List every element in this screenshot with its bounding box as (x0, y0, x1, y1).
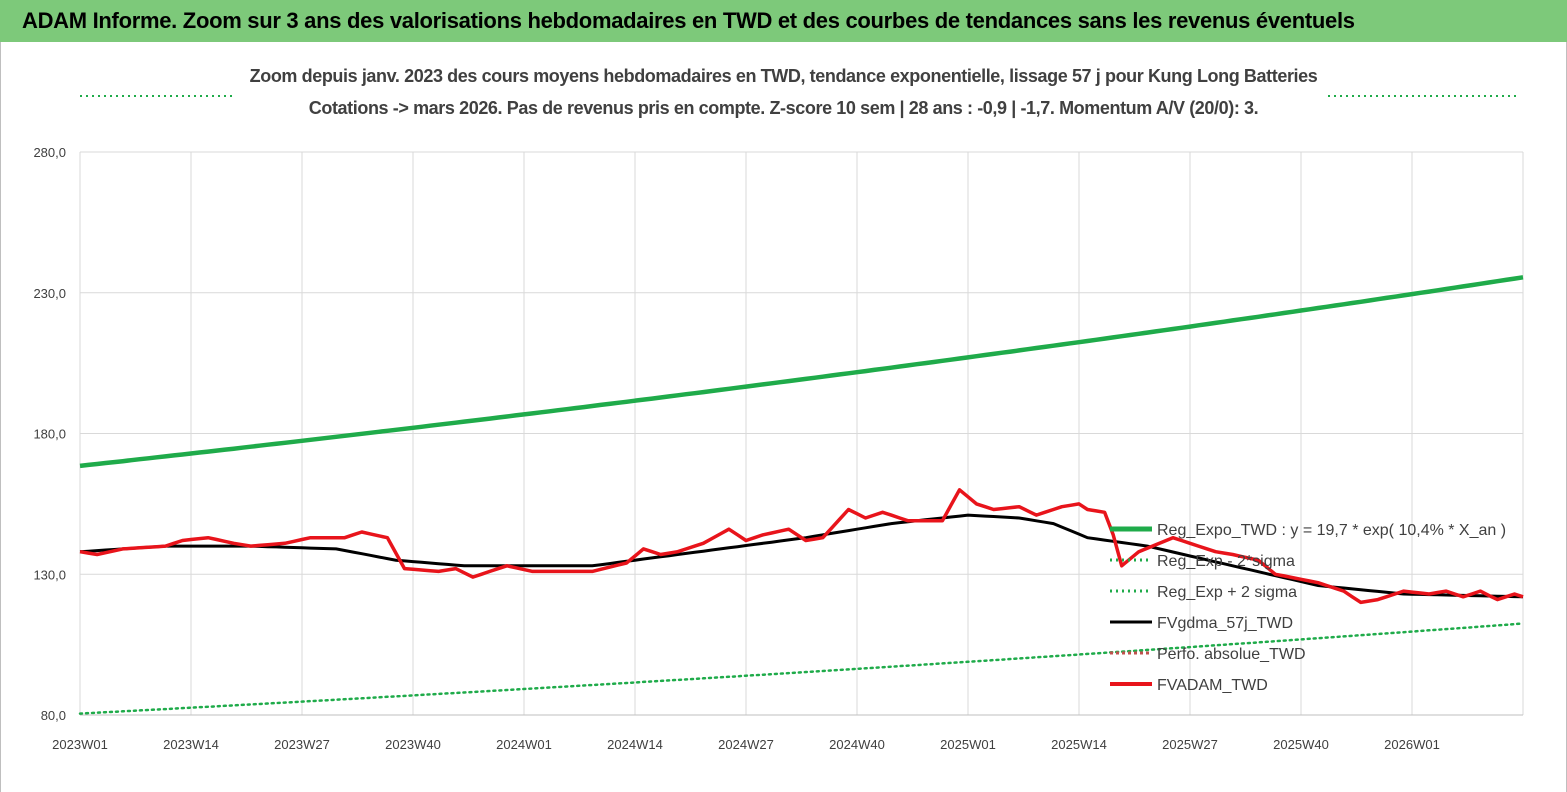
y-tick-label: 180,0 (33, 427, 66, 442)
legend-label: Perfo. absolue_TWD (1157, 646, 1306, 663)
legend-label: FVgdma_57j_TWD (1157, 615, 1293, 632)
x-tick-label: 2023W27 (274, 737, 330, 752)
series-line-reg-expo (79, 275, 1524, 469)
x-tick-label: 2025W40 (1273, 737, 1329, 752)
y-tick-label: 230,0 (33, 286, 66, 301)
report-banner: ADAM Informe. Zoom sur 3 ans des valoris… (0, 0, 1567, 42)
chart-title-line-2: Cotations -> mars 2026. Pas de revenus p… (308, 98, 1259, 118)
y-tick-label: 280,0 (33, 145, 66, 160)
legend-label: FVADAM_TWD (1157, 677, 1268, 694)
y-tick-label: 80,0 (41, 708, 66, 723)
x-tick-label: 2024W14 (607, 737, 663, 752)
legend-label: Reg_Exp + 2 sigma (1157, 584, 1297, 601)
legend-label: Reg_Expo_TWD : y = 19,7 * exp( 10,4% * X… (1157, 522, 1506, 539)
x-tick-label: 2023W14 (163, 737, 219, 752)
series-line-reg-exp-sigma (78, 622, 1525, 715)
x-tick-label: 2024W01 (496, 737, 552, 752)
chart-title-line-1: Zoom depuis janv. 2023 des cours moyens … (249, 66, 1318, 86)
x-tick-label: 2023W01 (52, 737, 108, 752)
x-tick-label: 2024W40 (829, 737, 885, 752)
x-tick-label: 2024W27 (718, 737, 774, 752)
x-tick-label: 2025W14 (1051, 737, 1107, 752)
x-tick-label: 2025W27 (1162, 737, 1218, 752)
report-title: ADAM Informe. Zoom sur 3 ans des valoris… (22, 8, 1355, 33)
legend-label: Reg_Exp - 2*sigma (1157, 553, 1295, 570)
x-tick-label: 2025W01 (940, 737, 996, 752)
x-tick-label: 2026W01 (1384, 737, 1440, 752)
y-tick-label: 130,0 (33, 567, 66, 582)
series-line-fvadam (79, 488, 1524, 605)
x-tick-label: 2023W40 (385, 737, 441, 752)
